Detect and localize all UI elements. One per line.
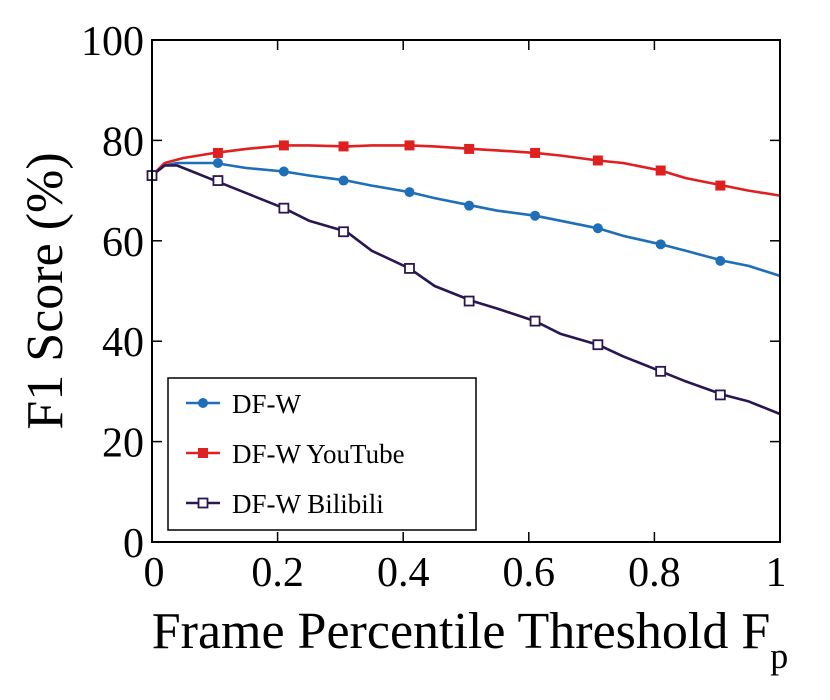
legend-swatch-marker	[198, 448, 208, 458]
series-layer	[146, 140, 781, 416]
series-line	[151, 161, 781, 278]
x-tick-label: 0.8	[628, 550, 681, 596]
data-point	[278, 166, 289, 177]
data-point	[463, 295, 475, 307]
plot-frame	[151, 39, 781, 543]
x-tick-label: 0	[144, 550, 165, 596]
legend-label: DF-W Bilibili	[232, 489, 384, 519]
series-2	[147, 140, 781, 197]
data-point	[338, 175, 349, 186]
y-tick-label: 60	[102, 220, 144, 266]
legend: DF-W DF-W YouTube DF-W Bilibili	[167, 377, 477, 531]
data-point	[592, 223, 603, 234]
x-tick-label: 1	[766, 550, 787, 596]
x-axis-title-subscript: p	[770, 636, 788, 676]
data-point	[714, 389, 726, 401]
data-point	[278, 202, 290, 214]
y-tick-label: 100	[81, 19, 144, 65]
data-point	[530, 210, 541, 221]
x-tick-label: 0.2	[251, 550, 304, 596]
series-1	[147, 157, 781, 278]
data-point	[338, 226, 349, 238]
data-point	[404, 187, 415, 198]
data-point	[530, 147, 541, 158]
x-tick-label: 0.6	[503, 550, 556, 596]
data-point	[592, 339, 604, 351]
legend-label: DF-W	[232, 389, 302, 419]
legend-item: DF-W	[186, 389, 302, 419]
y-tick-label: 80	[102, 119, 144, 165]
legend-label: DF-W YouTube	[232, 439, 405, 469]
data-point	[464, 200, 475, 211]
data-point	[592, 155, 603, 166]
data-point	[715, 180, 726, 191]
data-point	[212, 175, 224, 186]
x-axis-title-main: Frame Percentile Threshold F	[152, 603, 771, 660]
series-line	[151, 144, 781, 197]
data-point	[655, 239, 666, 250]
legend-swatch-marker	[197, 497, 209, 509]
data-point	[464, 143, 475, 154]
x-tick-label: 0.4	[377, 550, 430, 596]
x-axis-title: Frame Percentile Threshold Fp	[152, 603, 789, 676]
data-point	[655, 365, 667, 377]
data-point	[212, 147, 223, 158]
series-line	[151, 164, 781, 416]
y-tick-label: 0	[123, 521, 144, 567]
ticks-layer: 0 0.2 0.4 0.6 0.8 1 0 20 40 60 80 100	[81, 19, 787, 596]
data-point	[529, 315, 541, 327]
legend-item: DF-W Bilibili	[186, 489, 384, 519]
data-point	[404, 263, 415, 274]
y-tick-label: 40	[102, 320, 144, 366]
data-point	[715, 255, 726, 266]
data-point	[655, 165, 666, 176]
data-point	[404, 140, 415, 151]
data-point	[278, 140, 289, 151]
data-point	[212, 157, 223, 168]
y-axis-title: F1 Score (%)	[17, 152, 74, 429]
legend-item: DF-W YouTube	[186, 439, 405, 469]
legend-swatch-marker	[198, 398, 208, 408]
y-tick-label: 20	[102, 421, 144, 467]
data-point	[338, 141, 349, 152]
